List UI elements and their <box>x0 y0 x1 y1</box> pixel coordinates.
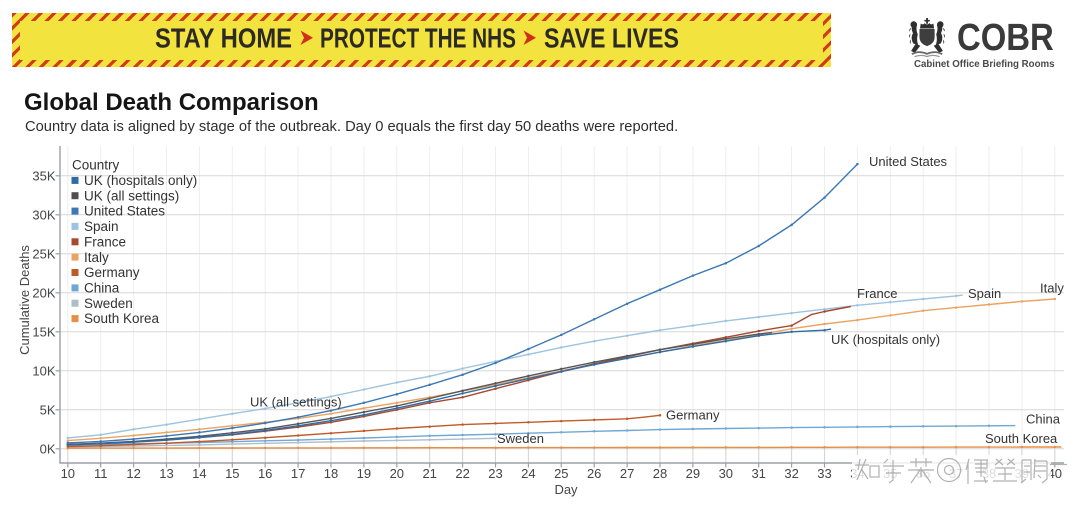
svg-text:UK (all settings): UK (all settings) <box>250 395 342 410</box>
svg-text:21: 21 <box>422 466 436 481</box>
svg-text:0K: 0K <box>40 441 56 456</box>
svg-text:17: 17 <box>291 466 305 481</box>
svg-text:South Korea: South Korea <box>985 431 1058 446</box>
svg-text:10K: 10K <box>32 363 55 378</box>
svg-text:10: 10 <box>61 466 75 481</box>
svg-text:Spain: Spain <box>968 286 1001 301</box>
svg-text:33: 33 <box>817 466 831 481</box>
svg-text:25K: 25K <box>32 246 55 261</box>
svg-text:Sweden: Sweden <box>84 296 133 311</box>
svg-text:12: 12 <box>126 466 140 481</box>
svg-text:35: 35 <box>883 466 897 481</box>
svg-text:30: 30 <box>719 466 733 481</box>
svg-text:Country: Country <box>72 158 120 173</box>
svg-text:30K: 30K <box>32 207 55 222</box>
svg-text:Italy: Italy <box>1040 281 1064 296</box>
svg-text:22: 22 <box>455 466 469 481</box>
svg-text:Germany: Germany <box>84 265 140 280</box>
svg-text:24: 24 <box>521 466 535 481</box>
svg-text:34: 34 <box>850 466 864 481</box>
svg-text:13: 13 <box>159 466 173 481</box>
svg-text:United States: United States <box>869 154 948 169</box>
svg-text:UK (hospitals only): UK (hospitals only) <box>84 173 197 188</box>
svg-text:SAVE LIVES: SAVE LIVES <box>544 23 679 54</box>
svg-text:11: 11 <box>94 466 108 481</box>
svg-text:20: 20 <box>390 466 404 481</box>
svg-text:31: 31 <box>751 466 765 481</box>
svg-text:STAY HOME: STAY HOME <box>155 23 292 54</box>
svg-text:39: 39 <box>1015 466 1029 481</box>
svg-text:Germany: Germany <box>666 408 720 423</box>
svg-text:China: China <box>1026 412 1061 427</box>
svg-text:UK (hospitals only): UK (hospitals only) <box>831 332 940 347</box>
svg-text:29: 29 <box>686 466 700 481</box>
svg-text:25: 25 <box>554 466 568 481</box>
svg-text:16: 16 <box>258 466 272 481</box>
svg-text:Sweden: Sweden <box>497 431 544 446</box>
svg-text:China: China <box>84 281 120 296</box>
svg-text:5K: 5K <box>40 402 56 417</box>
svg-text:19: 19 <box>357 466 371 481</box>
svg-text:France: France <box>857 286 897 301</box>
svg-text:28: 28 <box>653 466 667 481</box>
svg-text:35K: 35K <box>32 168 55 183</box>
svg-text:23: 23 <box>488 466 502 481</box>
svg-text:Cumulative Deaths: Cumulative Deaths <box>17 245 32 355</box>
svg-text:38: 38 <box>982 466 996 481</box>
svg-text:36: 36 <box>916 466 930 481</box>
svg-text:27: 27 <box>620 466 634 481</box>
svg-text:France: France <box>84 234 126 249</box>
svg-text:Day: Day <box>554 482 578 497</box>
svg-text:South Korea: South Korea <box>84 311 160 326</box>
svg-text:26: 26 <box>587 466 601 481</box>
svg-text:15K: 15K <box>32 324 55 339</box>
svg-text:15: 15 <box>225 466 239 481</box>
svg-text:20K: 20K <box>32 285 55 300</box>
svg-text:Italy: Italy <box>84 250 109 265</box>
svg-text:37: 37 <box>949 466 963 481</box>
svg-text:Spain: Spain <box>84 219 119 234</box>
svg-text:United States: United States <box>84 204 165 219</box>
svg-text:14: 14 <box>192 466 206 481</box>
svg-text:40: 40 <box>1048 466 1062 481</box>
svg-text:PROTECT THE NHS: PROTECT THE NHS <box>320 23 516 54</box>
svg-text:UK (all settings): UK (all settings) <box>84 188 179 203</box>
svg-text:32: 32 <box>784 466 798 481</box>
svg-text:18: 18 <box>324 466 338 481</box>
